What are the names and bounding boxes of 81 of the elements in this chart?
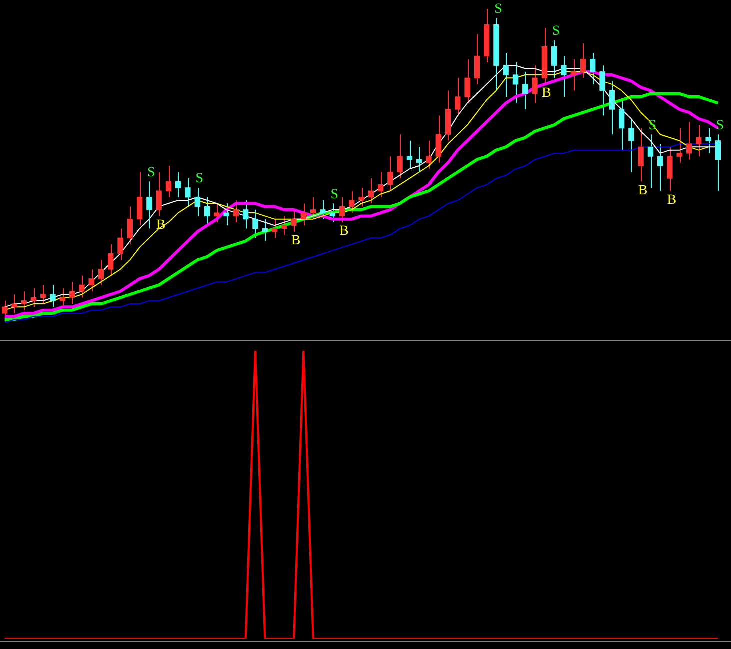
candlestick <box>503 52 509 98</box>
candlestick <box>696 124 702 158</box>
candlestick <box>658 144 664 192</box>
candlestick <box>570 58 576 92</box>
candlestick <box>522 71 528 110</box>
candlestick <box>204 196 210 226</box>
candlestick <box>512 62 519 104</box>
text: S <box>330 187 338 202</box>
candlestick <box>686 122 692 160</box>
candlestick <box>320 200 326 220</box>
candlestick <box>618 100 625 151</box>
candlestick <box>551 40 558 79</box>
text: S <box>148 165 156 180</box>
candlestick <box>118 228 124 261</box>
candlestick <box>272 218 278 239</box>
candlestick <box>339 196 346 223</box>
candlestick <box>676 128 682 164</box>
candlestick <box>368 178 374 204</box>
candlestick <box>242 200 249 230</box>
candlestick <box>214 203 220 223</box>
candlestick <box>358 187 364 208</box>
candlestick <box>21 290 27 311</box>
text: S <box>494 2 502 18</box>
candlestick <box>388 156 394 192</box>
text: B <box>638 183 648 198</box>
text: S <box>196 172 204 187</box>
candlestick <box>60 288 66 308</box>
candlestick <box>464 58 470 104</box>
text: B <box>667 192 677 208</box>
text: S <box>716 118 724 134</box>
candlestick <box>136 172 143 226</box>
candlestick <box>628 118 634 173</box>
candlestick <box>88 269 94 292</box>
candlestick <box>378 172 384 198</box>
candlestick <box>50 284 56 308</box>
candlestick <box>40 284 46 305</box>
candlestick <box>667 146 673 192</box>
candlestick <box>300 203 306 226</box>
candlestick <box>600 65 606 116</box>
candlestick <box>262 218 268 242</box>
candlestick <box>455 78 461 116</box>
candlestick <box>108 244 114 276</box>
candlestick <box>176 172 182 198</box>
candlestick <box>349 190 355 214</box>
candlestick <box>648 134 654 188</box>
candlestick <box>609 80 615 136</box>
candlestick <box>474 34 480 85</box>
candlestick <box>397 134 403 180</box>
candlestick <box>416 146 422 173</box>
candlestick <box>146 181 152 230</box>
candlestick <box>426 140 432 170</box>
text: B <box>542 86 552 102</box>
candlestick <box>156 172 162 217</box>
candlestick <box>590 52 596 85</box>
candlestick <box>638 128 644 182</box>
candlestick <box>12 294 18 314</box>
text: B <box>340 224 349 240</box>
candlestick <box>30 288 37 308</box>
candlestick <box>252 209 258 239</box>
candlestick <box>69 282 76 305</box>
candlestick <box>185 178 191 208</box>
candlestick <box>310 196 316 220</box>
candlestick <box>715 134 722 192</box>
candlestick <box>166 166 172 198</box>
candlestick <box>282 216 288 236</box>
candlestick <box>532 65 538 104</box>
candlestick <box>98 260 104 286</box>
candlestick <box>127 206 133 245</box>
text: B <box>291 234 301 249</box>
candlestick <box>224 203 230 226</box>
candlestick <box>291 209 297 232</box>
candlestick <box>194 187 200 217</box>
candlestick <box>706 128 712 154</box>
candlestick <box>436 115 442 164</box>
candlestick <box>561 56 567 98</box>
candlestick <box>580 43 586 79</box>
candlestick <box>233 200 240 223</box>
candlestick <box>330 203 336 223</box>
candlestick <box>406 140 413 170</box>
candlestick <box>79 275 85 298</box>
text: S <box>552 24 560 40</box>
